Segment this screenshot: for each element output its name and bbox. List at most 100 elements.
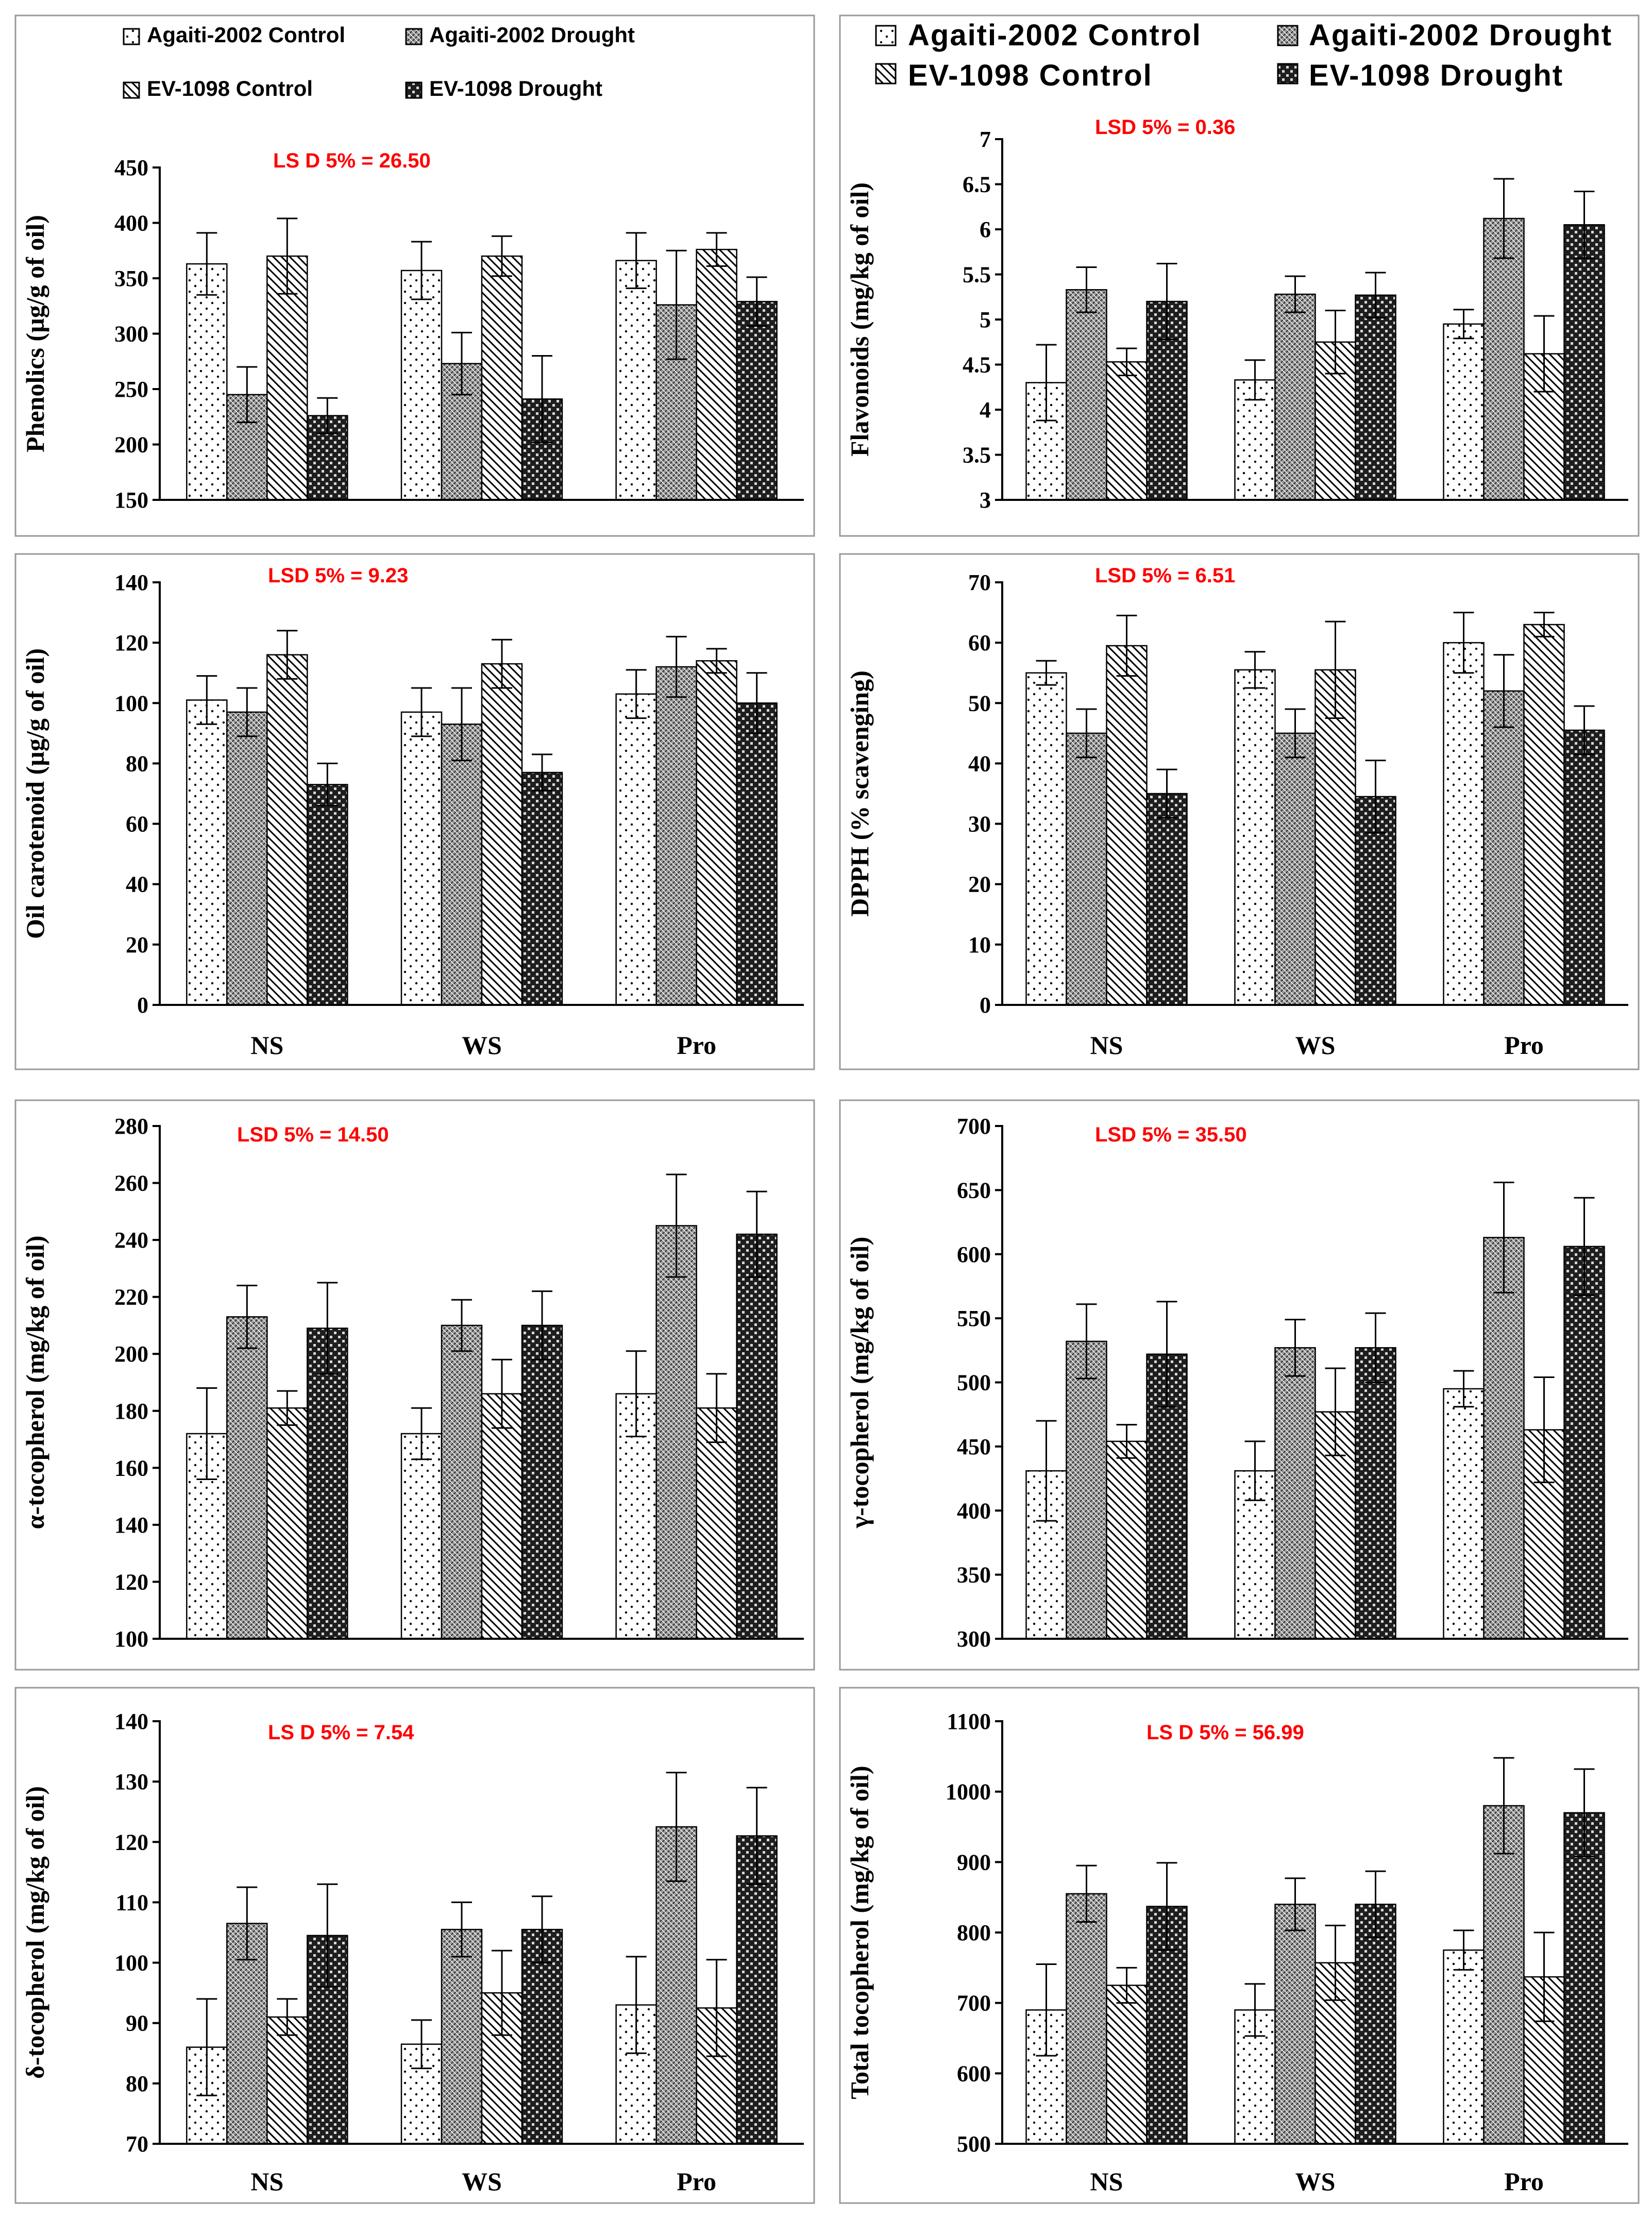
y-tick-label: 7 bbox=[980, 127, 991, 152]
legend-label-agaiti-control: Agaiti-2002 Control bbox=[147, 23, 345, 47]
y-tick-label: 120 bbox=[114, 1569, 148, 1594]
x-category-label: Pro bbox=[1504, 2167, 1544, 2196]
x-category-label: Pro bbox=[677, 2167, 716, 2196]
bar-agaiti-2002-drought-ws bbox=[441, 724, 483, 1006]
bar-agaiti-2002-control-ns bbox=[186, 263, 228, 501]
y-axis-title: Oil carotenoid (µg/g of oil) bbox=[21, 648, 49, 939]
bar-agaiti-2002-drought-pro bbox=[655, 1225, 697, 1640]
chart-panel-3: 0 20 40 60 80 100 120 140 NS WS Pro Oil carotenoid … bbox=[14, 553, 815, 1070]
bar-ev-1098-drought-pro bbox=[1563, 224, 1605, 501]
bar-ev-1098-drought-ws bbox=[1355, 1904, 1396, 2145]
legend-left-item-0: Agaiti-2002 Control bbox=[123, 23, 345, 47]
bar-ev-1098-drought-ns bbox=[307, 1328, 348, 1640]
y-tick-label: 350 bbox=[957, 1562, 991, 1588]
y-tick-label: 150 bbox=[114, 488, 148, 513]
y-tick-label: 0 bbox=[137, 993, 148, 1018]
bar-agaiti-2002-drought-ws bbox=[1274, 1347, 1316, 1640]
legend-swatch-agaiti-control bbox=[875, 25, 897, 46]
bar-ev-1098-drought-pro bbox=[736, 1233, 778, 1640]
y-tick-label: 500 bbox=[957, 1370, 991, 1396]
x-category-label: NS bbox=[1090, 1031, 1123, 1060]
panel-frame bbox=[839, 553, 1640, 1070]
legend-label-ev-drought: EV-1098 Drought bbox=[1309, 59, 1563, 92]
bar-ev-1098-control-ns bbox=[266, 255, 308, 501]
legend-swatch-ev-drought bbox=[1277, 63, 1299, 85]
legend-swatch-agaiti-drought bbox=[405, 28, 423, 45]
bar-ev-1098-control-ws bbox=[1314, 669, 1356, 1006]
y-tick-label: 700 bbox=[957, 1114, 991, 1139]
y-tick-label: 600 bbox=[957, 1242, 991, 1267]
y-tick-label: 800 bbox=[957, 1920, 991, 1945]
y-tick-label: 200 bbox=[114, 432, 148, 458]
y-tick-label: 100 bbox=[114, 1951, 148, 1976]
y-tick-label: 240 bbox=[114, 1228, 148, 1253]
y-tick-label: 450 bbox=[957, 1434, 991, 1459]
bar-agaiti-2002-drought-pro bbox=[1483, 217, 1525, 501]
y-tick-label: 80 bbox=[126, 2071, 148, 2096]
bar-agaiti-2002-drought-ns bbox=[1066, 1340, 1107, 1640]
y-axis-title: γ-tocopherol (mg/kg of oil) bbox=[845, 1237, 874, 1528]
y-tick-label: 50 bbox=[968, 691, 991, 716]
lsd-annotation: LSD 5% = 14.50 bbox=[237, 1123, 389, 1146]
bar-ev-1098-control-ns bbox=[1106, 1440, 1148, 1640]
lsd-annotation: LS D 5% = 56.99 bbox=[1147, 1721, 1304, 1744]
bar-agaiti-2002-drought-pro bbox=[1483, 1237, 1525, 1640]
y-axis-title: α-tocopherol (mg/kg of oil) bbox=[21, 1236, 49, 1530]
y-tick-label: 20 bbox=[968, 872, 991, 897]
bar-ev-1098-drought-ws bbox=[521, 1324, 563, 1640]
y-axis-title: Flavonoids (mg/kg of oil) bbox=[845, 182, 874, 457]
bar-agaiti-2002-drought-pro bbox=[655, 666, 697, 1006]
bar-ev-1098-control-pro bbox=[696, 248, 737, 501]
bar-ev-1098-drought-pro bbox=[1563, 1246, 1605, 1640]
y-tick-label: 400 bbox=[957, 1498, 991, 1523]
y-axis-title: δ-tocopherol (mg/kg of oil) bbox=[21, 1786, 49, 2079]
bar-ev-1098-control-ns bbox=[1106, 645, 1148, 1006]
legend-right-item-2: EV-1098 Control bbox=[875, 59, 1152, 92]
chart-panel-5: 100 120 140 160 180 200 220 240 260 280 α-tocopher… bbox=[14, 1099, 815, 1671]
panel-frame bbox=[14, 1099, 815, 1671]
y-tick-label: 3 bbox=[980, 488, 991, 513]
bar-agaiti-2002-drought-ws bbox=[1274, 293, 1316, 501]
bar-agaiti-2002-control-ws bbox=[400, 1433, 443, 1640]
y-tick-label: 250 bbox=[114, 377, 148, 402]
bar-agaiti-2002-drought-ws bbox=[441, 1928, 483, 2145]
bar-agaiti-2002-control-ws bbox=[400, 711, 443, 1006]
bar-ev-1098-drought-ws bbox=[521, 1928, 563, 2145]
y-tick-label: 500 bbox=[957, 2131, 991, 2157]
chart-panel-1: 150 200 250 300 350 400 450 Phenolics (µg/g of … bbox=[14, 14, 815, 537]
chart-panel-6: 300 350 400 450 500 550 600 650 700 γ-tocopherol … bbox=[839, 1099, 1640, 1671]
y-tick-label: 140 bbox=[114, 1513, 148, 1538]
legend-swatch-ev-control bbox=[123, 81, 140, 99]
y-tick-label: 5 bbox=[980, 307, 991, 332]
bar-agaiti-2002-control-pro bbox=[1443, 1388, 1485, 1640]
bar-ev-1098-control-ns bbox=[1106, 361, 1148, 501]
y-tick-label: 3.5 bbox=[963, 443, 991, 468]
bar-agaiti-2002-drought-ws bbox=[1274, 732, 1316, 1006]
y-tick-label: 90 bbox=[126, 2011, 148, 2036]
y-tick-label: 140 bbox=[114, 570, 148, 595]
legend-swatch-agaiti-control bbox=[123, 28, 140, 45]
x-category-label: Pro bbox=[1504, 1031, 1544, 1060]
y-tick-label: 4 bbox=[980, 397, 991, 423]
legend-label-ev-drought: EV-1098 Drought bbox=[429, 76, 602, 100]
y-tick-label: 4.5 bbox=[963, 352, 991, 378]
bar-ev-1098-control-ns bbox=[266, 2016, 308, 2145]
panel-frame bbox=[839, 1099, 1640, 1671]
y-tick-label: 80 bbox=[126, 751, 148, 776]
bar-agaiti-2002-control-pro bbox=[615, 260, 657, 501]
y-axis-title: DPPH (% scavenging) bbox=[845, 670, 874, 917]
bar-ev-1098-control-pro bbox=[696, 660, 737, 1006]
y-tick-label: 110 bbox=[115, 1890, 148, 1915]
bar-ev-1098-control-ns bbox=[266, 1407, 308, 1640]
bar-ev-1098-drought-pro bbox=[736, 702, 778, 1006]
y-tick-label: 700 bbox=[957, 1991, 991, 2016]
bar-agaiti-2002-control-pro bbox=[1443, 1949, 1485, 2145]
panel-frame bbox=[839, 14, 1640, 537]
panel-frame bbox=[839, 1687, 1640, 2204]
bar-ev-1098-drought-pro bbox=[736, 300, 778, 501]
legend-label-agaiti-drought: Agaiti-2002 Drought bbox=[429, 23, 635, 47]
x-category-label: Pro bbox=[677, 1031, 716, 1060]
legend-label-agaiti-drought: Agaiti-2002 Drought bbox=[1309, 19, 1612, 52]
bar-ev-1098-control-ws bbox=[481, 663, 523, 1006]
